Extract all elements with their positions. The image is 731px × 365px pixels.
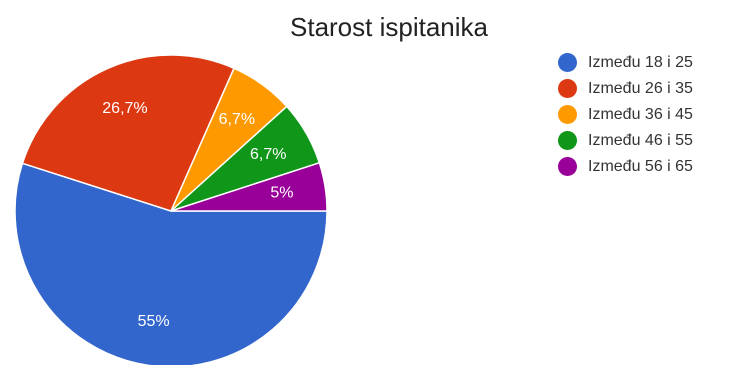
legend-swatch — [558, 157, 577, 176]
legend-swatch — [558, 105, 577, 124]
legend-label: Između 46 i 55 — [588, 131, 693, 149]
pie-slice[interactable] — [170, 161, 328, 212]
pie-slice[interactable] — [21, 54, 236, 212]
legend-label: Između 26 i 35 — [588, 79, 693, 97]
legend-item[interactable]: Između 18 i 25 — [558, 51, 693, 74]
legend-label: Između 18 i 25 — [588, 53, 693, 71]
legend-item[interactable]: Između 36 i 45 — [558, 103, 693, 126]
chart-legend: Između 18 i 25 Između 26 i 35 Između 36 … — [558, 51, 693, 181]
slice-value-label: 6,7% — [219, 111, 255, 128]
legend-item[interactable]: Između 26 i 35 — [558, 77, 693, 100]
pie-slice[interactable] — [14, 162, 328, 365]
legend-label: Između 36 i 45 — [588, 105, 693, 123]
slice-value-label: 26,7% — [102, 100, 147, 117]
legend-swatch — [558, 79, 577, 98]
legend-item[interactable]: Između 46 i 55 — [558, 129, 693, 152]
legend-swatch — [558, 53, 577, 72]
slice-value-label: 6,7% — [250, 146, 286, 163]
legend-label: Između 56 i 65 — [588, 157, 693, 175]
slice-value-label: 55% — [138, 313, 170, 330]
legend-swatch — [558, 131, 577, 150]
legend-item[interactable]: Između 56 i 65 — [558, 155, 693, 178]
chart-title: Starost ispitanika — [290, 12, 488, 42]
slice-value-label: 5% — [270, 185, 293, 202]
